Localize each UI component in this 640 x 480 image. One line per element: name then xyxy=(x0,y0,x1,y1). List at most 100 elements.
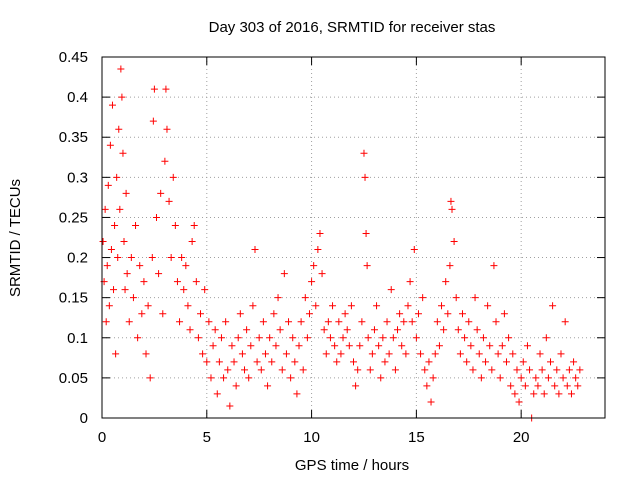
data-point xyxy=(576,366,584,374)
x-tick-label: 20 xyxy=(513,429,530,446)
data-point xyxy=(419,294,427,302)
data-point xyxy=(361,173,369,181)
data-point xyxy=(421,366,429,374)
data-point xyxy=(565,366,573,374)
data-point xyxy=(370,326,378,334)
data-point xyxy=(111,221,119,229)
data-point xyxy=(162,85,170,93)
data-point xyxy=(167,254,175,262)
data-point xyxy=(259,318,267,326)
data-point xyxy=(429,374,437,382)
data-point xyxy=(190,221,198,229)
data-point xyxy=(205,318,213,326)
data-point xyxy=(326,334,334,342)
data-point xyxy=(447,197,455,205)
data-point xyxy=(152,213,160,221)
data-point xyxy=(559,374,567,382)
data-point xyxy=(287,374,295,382)
data-point xyxy=(456,350,464,358)
data-point xyxy=(180,286,188,294)
data-point xyxy=(414,310,422,318)
data-point xyxy=(203,358,211,366)
data-point xyxy=(173,278,181,286)
data-point xyxy=(274,294,282,302)
data-point xyxy=(440,326,448,334)
data-point xyxy=(404,302,412,310)
data-point xyxy=(534,382,542,390)
data-point xyxy=(523,342,531,350)
data-point xyxy=(379,334,387,342)
data-point xyxy=(322,350,330,358)
y-tick-label: 0 xyxy=(80,410,88,427)
data-point xyxy=(285,318,293,326)
data-point xyxy=(479,334,487,342)
data-point xyxy=(427,398,435,406)
data-point xyxy=(339,334,347,342)
chart-title: Day 303 of 2016, SRMTID for receiver sta… xyxy=(209,19,496,36)
data-point xyxy=(119,149,127,157)
x-tick-label: 5 xyxy=(203,429,211,446)
data-point xyxy=(243,326,251,334)
data-point xyxy=(509,350,517,358)
data-point xyxy=(116,205,124,213)
data-point xyxy=(398,342,406,350)
data-point xyxy=(363,262,371,270)
data-point xyxy=(117,65,125,73)
data-point xyxy=(207,374,215,382)
data-point xyxy=(454,326,462,334)
data-point xyxy=(245,374,253,382)
data-point xyxy=(555,390,563,398)
data-point xyxy=(226,402,234,410)
data-point xyxy=(249,302,257,310)
data-point xyxy=(182,262,190,270)
data-point xyxy=(364,334,372,342)
data-point xyxy=(149,117,157,125)
data-point xyxy=(146,374,154,382)
data-point xyxy=(264,382,272,390)
data-point xyxy=(335,318,343,326)
data-point xyxy=(213,390,221,398)
data-point xyxy=(295,342,303,350)
data-point xyxy=(120,238,128,246)
data-point xyxy=(110,286,118,294)
data-point xyxy=(521,382,529,390)
data-point xyxy=(381,358,389,366)
data-point xyxy=(312,302,320,310)
data-point xyxy=(563,382,571,390)
data-point xyxy=(186,326,194,334)
data-point xyxy=(490,262,498,270)
data-point xyxy=(511,390,519,398)
data-point xyxy=(408,318,416,326)
data-point xyxy=(387,286,395,294)
data-point xyxy=(341,310,349,318)
data-point xyxy=(291,358,299,366)
data-point xyxy=(301,294,309,302)
data-point xyxy=(383,318,391,326)
data-point xyxy=(373,302,381,310)
data-point xyxy=(433,318,441,326)
data-point xyxy=(442,278,450,286)
data-point xyxy=(400,318,408,326)
grid-lines xyxy=(102,56,605,418)
data-point xyxy=(475,350,483,358)
data-point xyxy=(101,205,109,213)
data-point xyxy=(297,318,305,326)
data-point xyxy=(362,229,370,237)
data-point xyxy=(406,278,414,286)
data-point xyxy=(171,221,179,229)
data-point xyxy=(350,358,357,366)
data-point xyxy=(161,157,169,165)
y-tick-label: 0.05 xyxy=(59,370,88,387)
data-point xyxy=(551,382,559,390)
data-point xyxy=(396,310,404,318)
data-point xyxy=(104,181,112,189)
data-point xyxy=(268,358,276,366)
data-point xyxy=(228,342,236,350)
data-point xyxy=(544,374,552,382)
data-point xyxy=(356,342,364,350)
data-point xyxy=(567,390,575,398)
data-point xyxy=(448,205,456,213)
plot-frame xyxy=(101,56,606,419)
data-point xyxy=(211,326,219,334)
